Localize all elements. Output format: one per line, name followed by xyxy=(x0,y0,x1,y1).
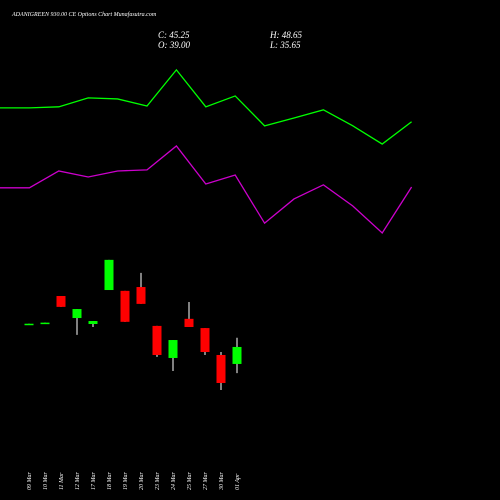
x-tick-label: 19 Mar xyxy=(123,472,129,490)
x-tick-label: 17 Mar xyxy=(91,472,97,490)
candle-body xyxy=(24,323,34,326)
x-tick-label: 23 Mar xyxy=(155,472,161,490)
candle-body xyxy=(56,296,66,307)
x-tick-label: 11 Mar xyxy=(59,472,65,490)
candle-body xyxy=(72,309,82,319)
x-tick-label: 27 Mar xyxy=(203,472,209,490)
x-tick-label: 30 Mar xyxy=(219,472,225,491)
header-close: C: 45.25 xyxy=(158,30,190,40)
header-low: L: 35.65 xyxy=(269,40,301,50)
x-tick-label: 12 Mar xyxy=(75,472,81,490)
chart-title: ADANIGREEN 930.00 CE Options Chart Munaf… xyxy=(11,11,157,18)
x-tick-label: 09 Mar xyxy=(27,472,33,490)
candle-body xyxy=(168,340,178,358)
indicator-line xyxy=(0,145,413,234)
candle-body xyxy=(88,321,98,325)
candle-body xyxy=(104,259,114,291)
indicator-line xyxy=(0,68,412,145)
x-tick-label: 25 Mar xyxy=(187,472,193,490)
candle-body xyxy=(40,322,50,325)
x-tick-label: 20 Mar xyxy=(139,472,145,490)
x-tick-label: 01 Apr xyxy=(235,473,241,490)
header-high: H: 48.65 xyxy=(269,30,302,40)
candle-body xyxy=(136,287,146,304)
x-tick-label: 18 Mar xyxy=(107,472,113,490)
candle-body xyxy=(184,318,194,327)
candle-body xyxy=(120,290,130,322)
candle-body xyxy=(200,328,210,352)
candle-body xyxy=(152,325,162,355)
candle-body xyxy=(216,354,226,383)
candle-body xyxy=(232,346,242,364)
header-open: O: 39.00 xyxy=(158,40,190,50)
x-tick-label: 24 Mar xyxy=(170,472,177,490)
x-tick-label: 10 Mar xyxy=(43,472,49,490)
